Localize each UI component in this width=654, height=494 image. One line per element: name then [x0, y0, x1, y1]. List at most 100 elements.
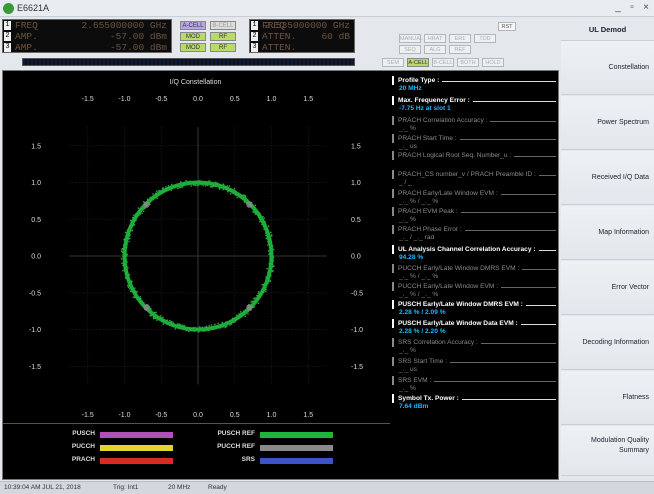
ref-sample-point	[269, 239, 271, 241]
mode-chip[interactable]: A-CELL	[180, 21, 206, 30]
ref-sample-point	[126, 246, 128, 249]
ref-sample-point	[138, 299, 141, 302]
menu-item-received-i-q-data[interactable]: Received I/Q Data	[561, 151, 654, 205]
mode-chip[interactable]: MOD	[180, 43, 206, 52]
measurement-label: PRACH Logical Root Seq. Number_u :	[392, 151, 511, 160]
ref-sample-point	[224, 187, 226, 189]
ref-sample-point	[265, 232, 267, 234]
ref-sample-point	[128, 240, 130, 243]
ref-sample-point	[198, 184, 200, 186]
rst-button[interactable]: RST	[498, 22, 516, 31]
ref-sample-point	[266, 275, 269, 277]
lcd-row-value: -57.00 dBm	[109, 31, 167, 42]
menu-item-error-vector[interactable]: Error Vector	[561, 261, 654, 315]
header-button-a-cell[interactable]: A-CELL	[407, 58, 429, 67]
mode-chip[interactable]: RF	[210, 32, 236, 41]
ref-sample-point	[199, 179, 201, 182]
ref-sample-point	[173, 325, 176, 327]
header-button-sem[interactable]: SEM	[382, 58, 404, 67]
ref-sample-point	[186, 327, 189, 330]
ref-sample-point	[123, 265, 125, 267]
close-button[interactable]: ×	[643, 2, 649, 13]
ref-sample-point	[129, 282, 132, 285]
ref-sample-point	[123, 244, 125, 246]
ref-sample-point	[156, 319, 158, 321]
lcd-row-label: ATTEN.	[262, 31, 297, 42]
measurement-value: _._ %	[399, 347, 416, 354]
maximize-button[interactable]: ▫	[630, 2, 634, 13]
ref-sample-point	[220, 187, 222, 189]
ref-sample-point	[123, 268, 126, 271]
mode-chip[interactable]: B-CELL	[210, 21, 236, 30]
menu-item-power-spectrum[interactable]: Power Spectrum	[561, 96, 654, 150]
menu-item-label: Error Vector	[611, 284, 649, 291]
header-button-ref[interactable]: REF	[449, 45, 471, 54]
ref-sample-point	[162, 191, 165, 193]
ref-sample-point	[141, 207, 143, 209]
ref-sample-point	[265, 283, 267, 285]
ref-sample-point	[129, 226, 131, 229]
ref-sample-point	[125, 273, 128, 276]
ref-sample-point	[221, 326, 223, 328]
menu-item-label: Flatness	[622, 394, 649, 401]
mode-chip[interactable]: RF	[210, 43, 236, 52]
ref-sample-point	[266, 229, 269, 232]
ref-sample-point	[152, 196, 154, 198]
minimize-button[interactable]: _	[615, 2, 621, 13]
menu-item-flatness[interactable]: Flatness	[561, 371, 654, 425]
ref-sample-point	[125, 258, 127, 261]
ref-sample-point	[267, 270, 270, 273]
header-button-both[interactable]: BOTH	[457, 58, 479, 67]
ref-sample-point	[183, 182, 186, 184]
ref-sample-point	[174, 328, 176, 330]
ref-sample-point	[252, 300, 254, 303]
ref-sample-point	[140, 302, 142, 304]
measurement-value: _ / _	[399, 179, 412, 186]
ref-sample-point	[201, 182, 204, 185]
header-button-er1[interactable]: ER1	[449, 34, 471, 43]
ref-sample-point	[222, 183, 224, 185]
ref-sample-point	[187, 328, 189, 330]
header-button-tdd[interactable]: TDD	[474, 34, 496, 43]
ref-sample-point	[245, 202, 247, 204]
header-button-alg[interactable]: ALG	[424, 45, 446, 54]
measurement-rule	[442, 81, 556, 82]
header-button-manual[interactable]: MANUAL	[399, 34, 423, 43]
ref-sample-point	[130, 227, 132, 230]
header-button-hrat[interactable]: HRAT	[424, 34, 446, 43]
ref-sample-point	[239, 311, 242, 313]
menu-item-modulation-quality-summary[interactable]: Modulation Quality Summary	[561, 426, 654, 476]
menu-item-decoding-information[interactable]: Decoding Information	[561, 316, 654, 370]
header-button-b-cell[interactable]: B-CELL	[432, 58, 454, 67]
pusch-data-point	[246, 304, 253, 311]
y-tick-label-right: -0.5	[351, 290, 363, 297]
y-tick-label-right: 1.5	[351, 143, 361, 150]
ref-sample-point	[178, 323, 181, 325]
menu-item-constellation[interactable]: Constellation	[561, 41, 654, 95]
ref-sample-point	[216, 325, 218, 328]
ref-sample-point	[135, 219, 137, 222]
ref-sample-point	[225, 186, 227, 189]
y-tick-label-right: 0.0	[351, 254, 361, 261]
ref-sample-point	[164, 321, 166, 324]
ref-sample-point	[253, 206, 256, 209]
ref-sample-point	[189, 329, 191, 331]
ref-sample-point	[149, 197, 151, 199]
ref-sample-point	[243, 200, 246, 202]
header-button-seq[interactable]: SEQ	[399, 45, 421, 54]
ref-sample-point	[135, 293, 138, 295]
ref-sample-point	[263, 283, 266, 285]
ref-sample-point	[172, 324, 175, 327]
header-button-hold[interactable]: HOLD	[482, 58, 504, 67]
ref-sample-point	[272, 266, 274, 268]
ref-sample-point	[210, 326, 212, 328]
pusch-data-point	[246, 201, 253, 208]
mode-chip[interactable]: MOD	[180, 32, 206, 41]
measurement-value: 20 MHz	[399, 85, 422, 92]
ref-sample-point	[124, 270, 127, 272]
ref-sample-point	[180, 325, 183, 328]
ref-sample-point	[209, 180, 211, 182]
ref-sample-point	[134, 216, 136, 218]
ref-sample-point	[217, 183, 220, 185]
menu-item-map-information[interactable]: Map Information	[561, 206, 654, 260]
